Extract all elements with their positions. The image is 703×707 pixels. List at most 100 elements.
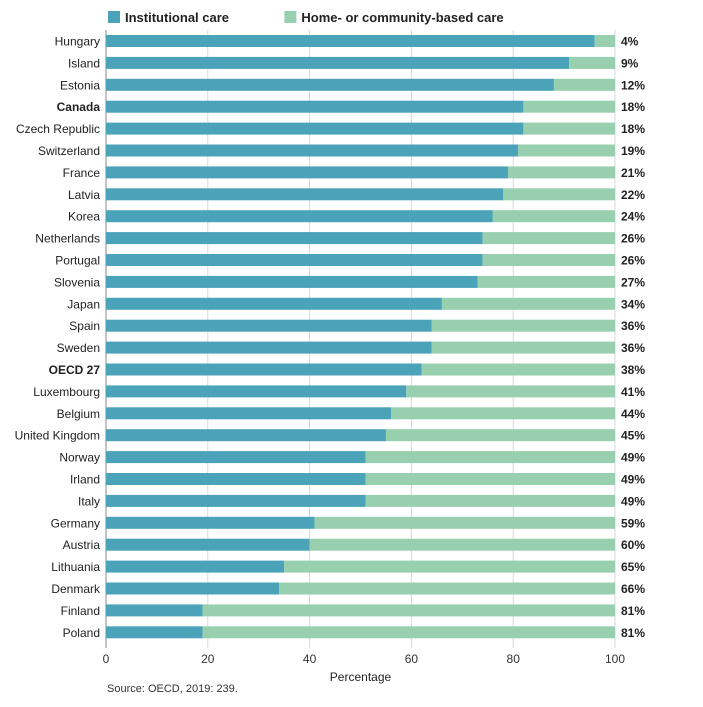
bar-institutional [106, 582, 280, 595]
value-label: 49% [621, 473, 645, 487]
category-label: Czech Republic [16, 122, 100, 136]
bar-home-community [202, 604, 615, 617]
bar-institutional [106, 494, 366, 507]
value-label: 66% [621, 582, 645, 596]
bar-home-community [482, 254, 615, 266]
bar-institutional [106, 56, 570, 69]
value-label: 24% [621, 210, 645, 224]
bar-institutional [106, 144, 519, 157]
bar-institutional [106, 385, 407, 398]
bar-home-community [385, 429, 615, 442]
category-label: Island [68, 56, 100, 70]
bar-home-community [365, 494, 615, 507]
category-label: Lithuania [51, 560, 100, 574]
bar-home-community [508, 166, 615, 179]
bar-home-community [391, 407, 615, 420]
category-label: Netherlands [35, 232, 100, 246]
x-tick-label: 20 [201, 652, 215, 666]
bar-home-community [309, 538, 615, 551]
category-label: United Kingdom [15, 429, 100, 443]
bar-institutional [106, 100, 524, 113]
value-label: 38% [621, 363, 645, 377]
legend-label: Institutional care [125, 10, 229, 25]
bar-home-community [421, 363, 615, 376]
category-label: France [63, 166, 101, 180]
value-label: 9% [621, 56, 639, 70]
value-label: 49% [621, 451, 645, 465]
bar-home-community [477, 275, 615, 288]
bar-institutional [106, 451, 366, 464]
bar-institutional [106, 341, 432, 354]
category-label: Korea [68, 210, 100, 224]
bar-institutional [106, 429, 386, 442]
bar-home-community [431, 319, 615, 332]
value-label: 45% [621, 429, 645, 443]
value-label: 60% [621, 538, 645, 552]
value-label: 18% [621, 122, 645, 136]
x-tick-label: 60 [405, 652, 419, 666]
bar-home-community [441, 297, 615, 310]
value-label: 36% [621, 341, 645, 355]
legend-label: Home- or community-based care [301, 10, 503, 25]
bar-institutional [106, 210, 493, 223]
bar-home-community [523, 100, 615, 113]
bar-institutional [106, 407, 392, 420]
bar-home-community [284, 560, 615, 573]
value-label: 44% [621, 407, 645, 421]
x-axis-label: Percentage [330, 670, 392, 684]
bar-institutional [106, 254, 483, 266]
value-label: 22% [621, 188, 645, 202]
value-label: 26% [621, 232, 645, 246]
x-tick-label: 0 [103, 652, 110, 666]
bar-institutional [106, 122, 524, 135]
source-note: Source: OECD, 2019: 239. [107, 683, 238, 695]
bar-home-community [365, 451, 615, 464]
legend-swatch [284, 11, 297, 23]
bar-institutional [106, 516, 315, 529]
bar-home-community [314, 516, 615, 529]
bar-home-community [406, 385, 615, 398]
category-label: Hungary [55, 35, 100, 49]
value-label: 34% [621, 297, 645, 311]
category-label: Portugal [55, 254, 100, 268]
bar-institutional [106, 363, 422, 376]
bar-institutional [106, 319, 432, 332]
category-label: Slovenia [54, 275, 100, 289]
value-label: 81% [621, 626, 645, 640]
bar-home-community [431, 341, 615, 354]
x-tick-label: 80 [507, 652, 521, 666]
value-label: 41% [621, 385, 645, 399]
category-label: Italy [78, 494, 100, 508]
value-label: 18% [621, 100, 645, 114]
bar-institutional [106, 626, 203, 639]
bar-home-community [523, 122, 615, 135]
bar-home-community [365, 473, 615, 485]
bar-home-community [594, 35, 615, 47]
category-label: Spain [69, 319, 100, 333]
bar-institutional [106, 35, 595, 47]
value-label: 81% [621, 604, 645, 618]
x-tick-label: 40 [303, 652, 317, 666]
bar-home-community [503, 188, 615, 201]
value-label: 12% [621, 78, 645, 92]
bar-institutional [106, 560, 285, 573]
value-label: 21% [621, 166, 645, 180]
category-label: Canada [57, 100, 101, 114]
legend-swatch [108, 11, 120, 23]
category-label: Finland [61, 604, 100, 618]
category-label: Luxembourg [33, 385, 100, 399]
category-label: Belgium [57, 407, 100, 421]
bar-institutional [106, 604, 203, 617]
bar-home-community [553, 78, 615, 91]
bar-institutional [106, 275, 478, 288]
category-label: Denmark [51, 582, 101, 596]
bar-home-community [482, 232, 615, 245]
value-label: 59% [621, 516, 645, 530]
category-label: Sweden [57, 341, 100, 355]
value-label: 49% [621, 494, 645, 508]
category-label: Norway [59, 451, 100, 465]
value-label: 27% [621, 275, 645, 289]
category-label: Irland [70, 473, 100, 487]
bar-institutional [106, 473, 366, 485]
